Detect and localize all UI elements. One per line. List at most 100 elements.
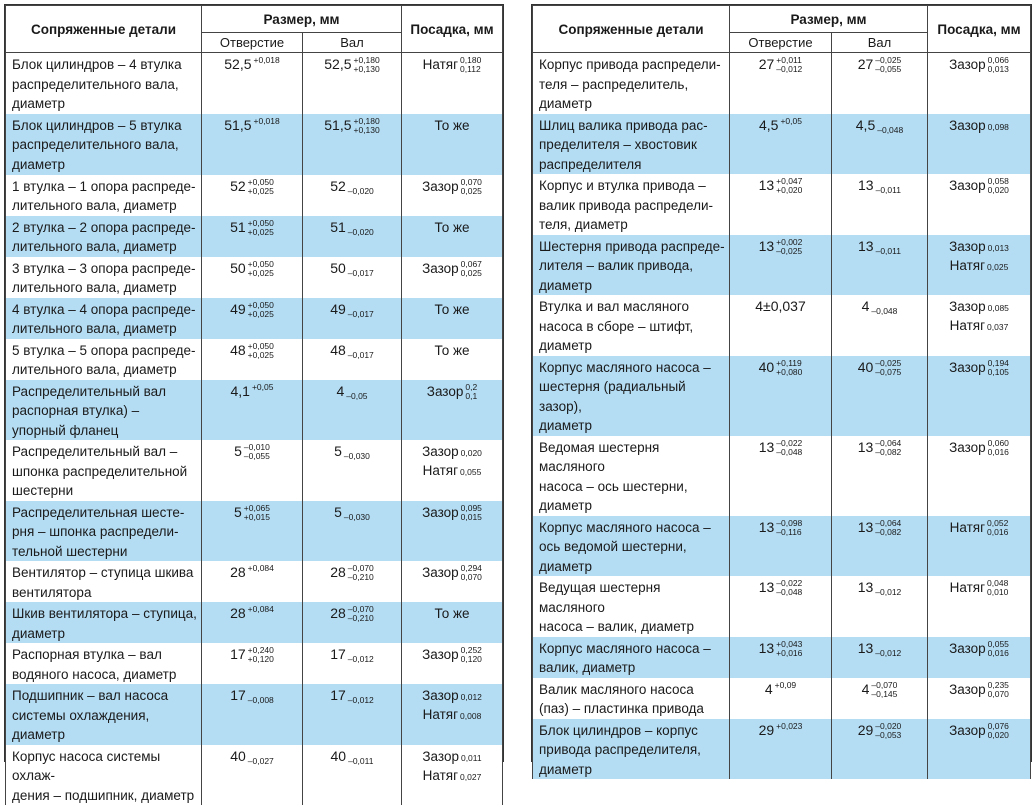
- shaft-base-value: 48: [330, 342, 346, 358]
- table-row: 5 втулка – 5 опора распреде-лительного в…: [6, 339, 503, 380]
- lower-deviation: –0,012: [348, 696, 374, 705]
- shaft-tolerance: –0,020–0,053: [875, 722, 901, 740]
- detail-line: Распределительный вал –: [12, 442, 197, 462]
- detail-line: упорный фланец: [12, 421, 197, 441]
- hole-base-value: 4: [765, 681, 773, 697]
- hole-base-value: 52: [230, 178, 246, 194]
- right-fit-table: Сопряженные детали Размер, мм Посадка, м…: [532, 5, 1031, 779]
- hole-base-value: 17: [230, 687, 246, 703]
- header-size: Размер, мм: [202, 6, 402, 33]
- hole-cell: 48+0,050+0,025: [202, 339, 303, 380]
- hole-base-value: 4,1: [231, 383, 250, 399]
- fit-cell: То же: [402, 339, 503, 380]
- lower-deviation: –0,075: [875, 368, 901, 377]
- table-row: Распределительный вал –шпонка распредели…: [6, 440, 503, 501]
- detail-line: Блок цилиндров – 4 втулка: [12, 55, 197, 75]
- table-row: Шестерня привода распреде-лителя – валик…: [533, 235, 1031, 296]
- detail-line: валик, диаметр: [539, 658, 725, 678]
- fit-cell: То же: [402, 602, 503, 643]
- hole-tolerance: +0,023: [776, 722, 802, 731]
- fit-type: Зазор: [422, 749, 459, 764]
- lower-deviation: +0,130: [354, 65, 380, 74]
- fit-min: 0,013: [988, 244, 1009, 253]
- shaft-tolerance: –0,017: [348, 351, 374, 360]
- fit-type: То же: [435, 343, 470, 358]
- fit-min: 0,011: [461, 754, 482, 763]
- shaft-cell: 17–0,012: [303, 643, 402, 684]
- lower-deviation: –0,011: [876, 186, 901, 195]
- fit-min: 0,098: [988, 123, 1009, 132]
- detail-line: водяного насоса, диаметр: [12, 665, 197, 685]
- detail-line: лительного вала, диаметр: [12, 196, 197, 216]
- detail-cell: 3 втулка – 3 опора распреде-лительного в…: [6, 257, 202, 298]
- shaft-cell: 27–0,025–0,055: [832, 53, 928, 114]
- shaft-cell: 49–0,017: [303, 298, 402, 339]
- upper-deviation: +0,018: [254, 117, 280, 126]
- lower-deviation: –0,025: [776, 247, 802, 256]
- shaft-tolerance: +0,180+0,130: [354, 117, 380, 135]
- hole-tolerance: +0,084: [248, 564, 274, 573]
- hole-tolerance: –0,027: [248, 757, 274, 766]
- shaft-cell: 50–0,017: [303, 257, 402, 298]
- detail-line: Шкив вентилятора – ступица,: [12, 604, 197, 624]
- lower-deviation: –0,027: [248, 757, 274, 766]
- lower-deviation: –0,048: [877, 126, 903, 135]
- fit-type: Зазор: [949, 118, 986, 133]
- fit-type: Натяг: [950, 580, 985, 595]
- detail-line: Шлиц валика привода рас-: [539, 116, 725, 136]
- fit-min: 0,020: [461, 449, 482, 458]
- table-row: Распределительная шесте-рня – шпонка рас…: [6, 501, 503, 562]
- hole-tolerance: +0,011–0,012: [776, 56, 802, 74]
- hole-tolerance: +0,050+0,025: [248, 342, 274, 360]
- fit-type: Зазор: [422, 688, 459, 703]
- hole-cell: 4,1+0,05: [202, 380, 303, 441]
- upper-deviation: +0,05: [780, 117, 802, 126]
- shaft-cell: 51–0,020: [303, 216, 402, 257]
- detail-line: ось ведомой шестерни,: [539, 537, 725, 557]
- shaft-base-value: 4: [336, 383, 344, 399]
- shaft-tolerance: –0,030: [344, 513, 370, 522]
- hole-cell: 4,5+0,05: [730, 114, 832, 175]
- shaft-tolerance: +0,180+0,130: [354, 56, 380, 74]
- header-hole: Отверстие: [730, 33, 832, 53]
- detail-cell: Шкив вентилятора – ступица,диаметр: [6, 602, 202, 643]
- fit-type: Зазор: [949, 178, 986, 193]
- upper-deviation: +0,084: [248, 564, 274, 573]
- detail-line: Корпус масляного насоса –: [539, 518, 725, 538]
- hole-cell: 28+0,084: [202, 561, 303, 602]
- shaft-cell: 4–0,05: [303, 380, 402, 441]
- detail-cell: Корпус и втулка привода –валик привода р…: [533, 174, 730, 235]
- hole-tolerance: +0,050+0,025: [248, 301, 274, 319]
- hole-tolerance: +0,240+0,120: [248, 646, 274, 664]
- hole-cell: 5–0,010–0,055: [202, 440, 303, 501]
- fit-min: 0,016: [987, 528, 1008, 537]
- detail-line: Шестерня привода распреде-: [539, 237, 725, 257]
- detail-line: Ведущая шестерня масляного: [539, 578, 725, 617]
- shaft-cell: 40–0,011: [303, 745, 402, 805]
